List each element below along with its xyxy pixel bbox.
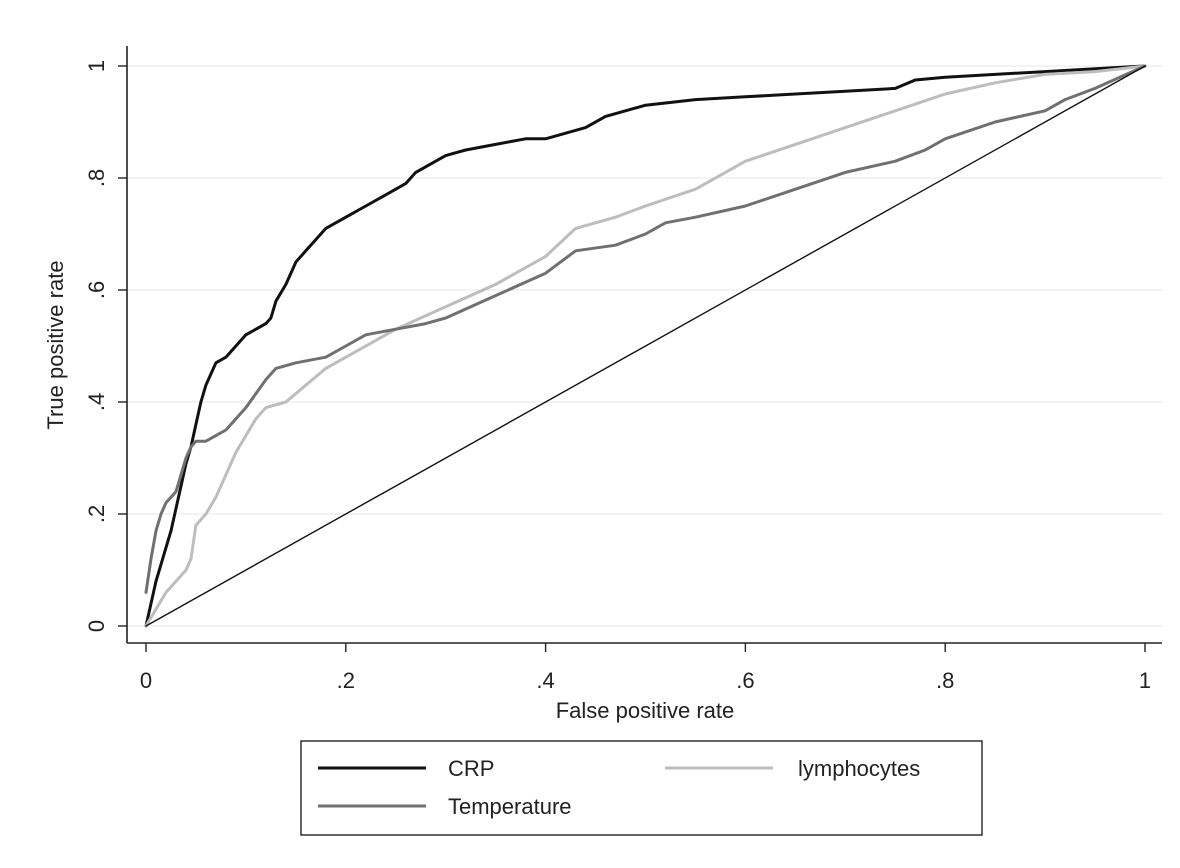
y-tick-label: 0 bbox=[84, 620, 109, 632]
legend-label-lymphocytes: lymphocytes bbox=[798, 756, 920, 781]
x-axis-title: False positive rate bbox=[556, 698, 735, 723]
x-ticks: 0 .2 .4 .6 .8 1 bbox=[140, 643, 1151, 693]
y-tick-label: 1 bbox=[84, 60, 109, 72]
gridlines bbox=[128, 65, 1162, 627]
legend-label-crp: CRP bbox=[448, 756, 494, 781]
series-line-temperature bbox=[144, 64, 1147, 594]
legend-items: CRP lymphocytes Temperature bbox=[318, 756, 920, 819]
y-tick-label: .6 bbox=[84, 281, 109, 299]
x-tick-label: .2 bbox=[337, 668, 355, 693]
y-axis-title: True positive rate bbox=[43, 260, 68, 429]
y-ticks: 0 .2 .4 .6 .8 1 bbox=[84, 60, 127, 632]
y-tick-label: .8 bbox=[84, 169, 109, 187]
x-tick-label: .6 bbox=[736, 668, 754, 693]
series-line-lymphocytes bbox=[144, 64, 1147, 628]
axes bbox=[126, 46, 1162, 644]
x-tick-label: .4 bbox=[536, 668, 554, 693]
y-tick-label: .4 bbox=[84, 393, 109, 411]
series-lines bbox=[144, 64, 1147, 628]
x-tick-label: .8 bbox=[936, 668, 954, 693]
legend-box bbox=[300, 740, 983, 836]
x-tick-label: 0 bbox=[140, 668, 152, 693]
legend: CRP lymphocytes Temperature bbox=[300, 740, 983, 836]
y-tick-label: .2 bbox=[84, 505, 109, 523]
legend-label-temperature: Temperature bbox=[448, 794, 572, 819]
x-tick-label: 1 bbox=[1139, 668, 1151, 693]
reference-diagonal-line bbox=[145, 65, 1146, 627]
